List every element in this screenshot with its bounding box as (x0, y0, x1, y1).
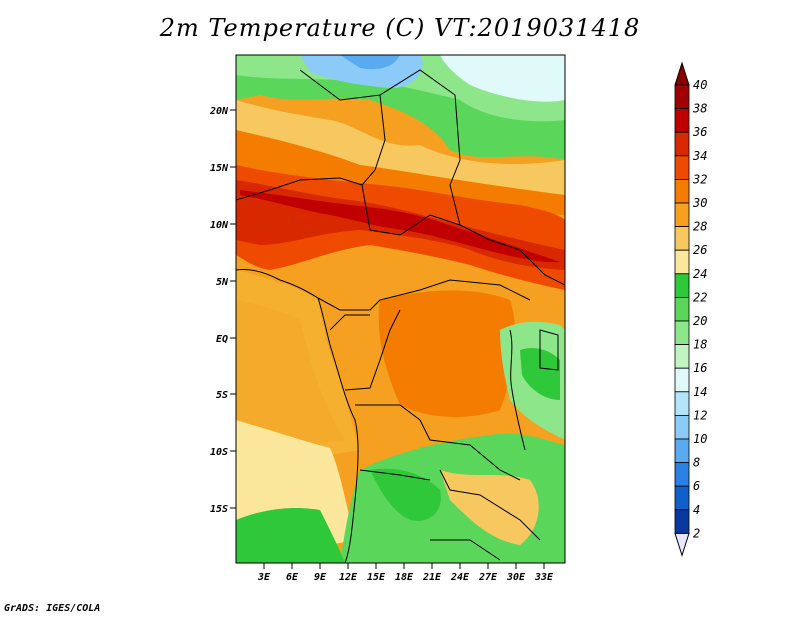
colorbar-swatch (674, 391, 690, 416)
temperature-field (236, 55, 565, 563)
colorbar-label: 12 (693, 408, 707, 422)
colorbar-swatch (674, 155, 690, 180)
lat-label: 5N (216, 277, 229, 288)
map-frame (235, 54, 566, 564)
lon-label: 9E (314, 572, 327, 583)
colorbar-label: 8 (693, 456, 700, 470)
colorbar-label: 4 (693, 503, 700, 517)
lat-label: 5S (216, 390, 228, 401)
colorbar-label: 22 (693, 290, 707, 304)
colorbar-label: 36 (692, 125, 707, 139)
colorbar-swatch (674, 509, 690, 534)
colorbar-swatch (674, 462, 690, 487)
colorbar-swatch (674, 485, 690, 511)
lon-label: 18E (395, 572, 414, 583)
colorbar-label: 40 (693, 78, 707, 92)
colorbar-swatch (674, 178, 690, 204)
colorbar-label: 2 (693, 526, 700, 540)
lat-label: 15S (210, 504, 228, 515)
colorbar-label: 16 (693, 361, 707, 375)
colorbar-label: 30 (692, 196, 707, 210)
lon-label: 12E (339, 572, 358, 583)
lat-label: 10S (210, 447, 228, 458)
lon-label: 33E (534, 572, 554, 583)
colorbar-swatch (674, 438, 690, 464)
colorbar-label: 18 (693, 338, 707, 352)
colorbar-top-arrow (674, 61, 690, 86)
lon-label: 21E (422, 572, 442, 583)
lon-axis: 3E 6E 9E 12E 15E 18E 21E 24E 27E 30E 33E (257, 563, 554, 583)
colorbar-label: 34 (692, 149, 707, 163)
colorbar-swatch (674, 320, 690, 346)
lat-label: 15N (210, 163, 229, 174)
colorbar-swatch (674, 226, 690, 251)
lon-label: 15E (367, 572, 386, 583)
colorbar-swatch (674, 108, 690, 133)
colorbar-label: 14 (693, 385, 707, 399)
lat-label: EQ (216, 334, 228, 345)
colorbar-label: 38 (692, 102, 707, 116)
lon-label: 3E (257, 572, 271, 583)
colorbar-swatch (674, 414, 690, 440)
lon-label: 27E (478, 572, 498, 583)
colorbar-bottom-arrow (674, 532, 690, 558)
colorbar-label: 20 (693, 314, 707, 328)
colorbar-swatch (674, 84, 690, 110)
lat-label: 20N (209, 106, 229, 117)
lat-axis: 20N 15N 10N 5N EQ 5S 10S 15S (209, 106, 236, 515)
colorbar-swatch (674, 249, 690, 275)
lon-label: 30E (506, 572, 526, 583)
colorbar-swatch (674, 296, 690, 322)
country-borders (236, 69, 565, 563)
colorbar-swatch (674, 131, 690, 157)
colorbar-label: 28 (693, 220, 707, 234)
colorbar-label: 24 (693, 267, 707, 281)
colorbar-swatch (674, 202, 690, 228)
colorbar-swatch (674, 344, 690, 369)
colorbar-label: 32 (692, 172, 707, 186)
lon-label: 24E (450, 572, 470, 583)
lat-label: 10N (210, 220, 229, 231)
credit-text: GrADS: IGES/COLA (4, 603, 101, 614)
colorbar-swatch (674, 367, 690, 393)
map-title: 2m Temperature (C) VT:2019031418 (159, 14, 641, 42)
colorbar: 40 38 36 34 32 30 28 26 24 22 20 18 16 14 12 10 8 6 4 2 (674, 61, 707, 558)
colorbar-swatch (674, 273, 690, 298)
colorbar-label: 26 (693, 243, 707, 257)
colorbar-label: 6 (693, 479, 700, 493)
colorbar-label: 10 (693, 432, 707, 446)
lon-label: 6E (286, 572, 299, 583)
